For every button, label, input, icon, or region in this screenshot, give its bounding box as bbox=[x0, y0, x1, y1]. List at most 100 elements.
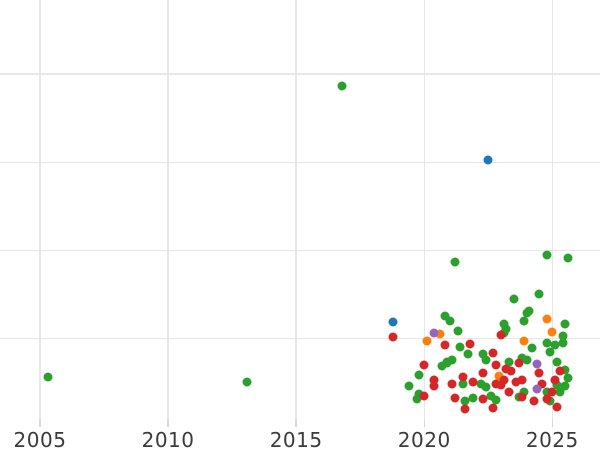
data-point-green bbox=[460, 396, 470, 406]
x-tick-label: 2005 bbox=[13, 428, 67, 450]
data-point-green bbox=[522, 308, 532, 318]
data-point-green bbox=[542, 387, 552, 397]
data-point-green bbox=[455, 342, 465, 352]
data-point-red bbox=[511, 377, 521, 387]
data-point-orange bbox=[435, 329, 445, 339]
data-point-red bbox=[488, 403, 498, 413]
data-point-red bbox=[552, 402, 562, 412]
data-point-orange bbox=[542, 314, 552, 324]
data-point-red bbox=[517, 375, 527, 385]
data-point-red bbox=[514, 358, 524, 368]
data-point-red bbox=[550, 375, 560, 385]
data-point-green bbox=[522, 355, 532, 365]
data-point-green bbox=[440, 311, 450, 321]
data-point-purple bbox=[429, 328, 439, 338]
data-point-green bbox=[481, 355, 491, 365]
h-gridline bbox=[0, 249, 600, 252]
data-point-red bbox=[491, 360, 501, 370]
data-point-green bbox=[509, 294, 519, 304]
x-tick-mark bbox=[551, 419, 553, 427]
data-point-orange bbox=[422, 336, 432, 346]
data-point-green bbox=[447, 355, 457, 365]
data-point-red bbox=[465, 339, 475, 349]
data-point-green bbox=[242, 377, 252, 387]
data-point-green bbox=[560, 365, 570, 375]
data-point-red bbox=[419, 360, 429, 370]
data-point-red bbox=[440, 340, 450, 350]
data-point-purple bbox=[532, 359, 542, 369]
data-point-green bbox=[519, 387, 529, 397]
data-point-red bbox=[429, 375, 439, 385]
x-tick-label: 2025 bbox=[525, 428, 579, 450]
data-point-red bbox=[488, 348, 498, 358]
data-point-green bbox=[563, 373, 573, 383]
v-gridline bbox=[551, 0, 553, 427]
data-point-red bbox=[450, 393, 460, 403]
x-tick-label: 2020 bbox=[397, 428, 451, 450]
data-point-green bbox=[453, 326, 463, 336]
data-point-red bbox=[534, 368, 544, 378]
x-tick-mark bbox=[295, 419, 297, 427]
data-point-red bbox=[447, 379, 457, 389]
data-point-green bbox=[486, 391, 496, 401]
data-point-green bbox=[337, 81, 347, 91]
data-point-red bbox=[537, 379, 547, 389]
data-point-red bbox=[478, 394, 488, 404]
data-point-green bbox=[552, 357, 562, 367]
data-point-red bbox=[419, 391, 429, 401]
data-point-green bbox=[412, 394, 422, 404]
data-point-green bbox=[445, 316, 455, 326]
data-point-red bbox=[529, 396, 539, 406]
data-point-green bbox=[414, 370, 424, 380]
data-point-green bbox=[499, 319, 509, 329]
data-point-red bbox=[496, 380, 506, 390]
data-point-green bbox=[437, 361, 447, 371]
x-tick-mark bbox=[167, 419, 169, 427]
data-point-orange bbox=[519, 336, 529, 346]
data-point-red bbox=[429, 381, 439, 391]
data-point-red bbox=[506, 366, 516, 376]
data-point-green bbox=[519, 316, 529, 326]
data-point-green bbox=[517, 353, 527, 363]
data-point-orange bbox=[547, 327, 557, 337]
data-point-green bbox=[545, 347, 555, 357]
v-gridline bbox=[423, 0, 425, 427]
data-point-green bbox=[468, 393, 478, 403]
data-point-green bbox=[491, 395, 501, 405]
data-point-green bbox=[404, 381, 414, 391]
data-point-green bbox=[504, 357, 514, 367]
data-point-red bbox=[547, 387, 557, 397]
data-point-green bbox=[43, 372, 53, 382]
data-point-red bbox=[501, 364, 511, 374]
data-point-green bbox=[478, 349, 488, 359]
data-point-green bbox=[558, 338, 568, 348]
data-point-red bbox=[460, 404, 470, 414]
data-point-blue bbox=[483, 155, 493, 165]
data-point-green bbox=[555, 387, 565, 397]
data-point-red bbox=[499, 375, 509, 385]
data-point-green bbox=[542, 250, 552, 260]
data-point-green bbox=[550, 340, 560, 350]
h-gridline bbox=[0, 73, 600, 75]
data-point-green bbox=[450, 257, 460, 267]
data-point-green bbox=[558, 331, 568, 341]
data-point-green bbox=[527, 343, 537, 353]
data-point-red bbox=[504, 387, 514, 397]
data-point-red bbox=[542, 394, 552, 404]
data-point-red bbox=[496, 330, 506, 340]
data-point-blue bbox=[388, 317, 398, 327]
data-point-green bbox=[442, 357, 452, 367]
h-gridline bbox=[0, 338, 600, 340]
data-point-red bbox=[458, 372, 468, 382]
x-tick-label: 2010 bbox=[141, 428, 195, 450]
v-gridline bbox=[167, 0, 169, 427]
data-point-green bbox=[458, 379, 468, 389]
data-point-red bbox=[555, 366, 565, 376]
x-tick-mark bbox=[423, 419, 425, 427]
data-point-purple bbox=[532, 384, 542, 394]
data-point-red bbox=[478, 368, 488, 378]
data-point-red bbox=[517, 392, 527, 402]
data-point-green bbox=[560, 381, 570, 391]
